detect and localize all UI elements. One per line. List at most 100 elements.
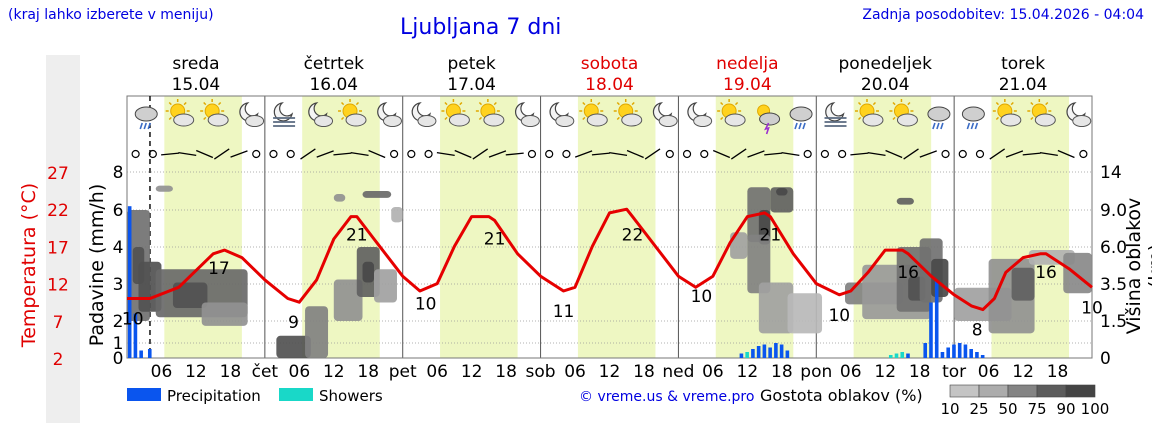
day-date: 19.04 [723,75,772,95]
wind-calm-icon [527,149,537,159]
hour-tick: 18 [909,362,931,382]
cloud-cell [201,302,248,326]
wind-barb-icon [626,149,644,159]
hour-tick: 06 [289,362,311,382]
precipitation-bar [957,343,962,358]
cloud-density-tick: 100 [1081,400,1110,418]
wind-barb-icon [213,148,230,160]
left-axis-panel [46,55,80,423]
precipitation-bar [906,353,910,358]
sun-cloud-icon [441,99,470,127]
cloud-height-tick: 9.0 [1100,201,1127,221]
hour-tick: 18 [357,362,379,382]
wind-calm-icon [148,149,157,159]
day-name: petek [448,54,496,74]
precipitation-bar [779,344,784,358]
precipitation-tick: 8 [113,163,124,183]
precipitation-tick: 0 [113,349,124,369]
precipitation-bar [980,355,985,358]
moon-cloud-icon [687,102,713,127]
cloud-cell [362,191,392,198]
hour-tick: 18 [633,362,655,382]
wind-barb-icon [1057,149,1075,159]
wind-barb-icon [747,150,765,158]
wind-barb-icon [764,152,783,156]
sun-cloud-icon [579,99,608,127]
cloud-density-tick: 25 [969,400,988,418]
precipitation-bar [946,347,950,358]
sun-cloud-icon [200,99,229,127]
moon-cloud-icon [515,102,540,127]
precipitation-tick: 1 [113,334,124,354]
cloud-cell [333,279,363,321]
sun-cloud-icon [1027,99,1056,127]
wind-barb-icon [196,149,214,159]
legend-label: Precipitation [167,387,261,405]
temperature-label: 22 [622,226,644,246]
wind-barb-icon [903,148,919,160]
wind-barb-icon [436,152,455,156]
wind-calm-icon [975,149,985,159]
cloud-density-swatch [1065,384,1096,398]
day-date: 18.04 [585,75,634,95]
day-abbr-tick: sob [526,362,556,382]
temperature-label: 17 [208,259,230,279]
wind-barb-icon [885,149,903,159]
temperature-label: 10 [415,295,437,315]
wind-calm-icon [820,149,830,159]
wind-barb-icon [350,152,369,156]
temperature-tick: 12 [47,276,69,296]
day-abbr-tick: čet [252,362,279,382]
cloud-cell [1011,267,1035,301]
precipitation-bar [900,352,905,358]
sun-cloud-icon [613,99,643,127]
fog-icon [273,102,296,127]
legend-swatch [279,388,313,401]
wind-barb-icon [454,149,472,159]
cloud-cell [1063,252,1092,294]
precipitation-bar [934,280,939,358]
sun-cloud-icon [165,99,195,127]
precipitation-bar [745,352,749,358]
moon-cloud-icon [239,102,265,127]
hour-tick: 12 [323,362,345,382]
thunderstorm-icon [757,104,781,135]
temperature-label: 10 [122,309,144,329]
hour-tick: 12 [737,362,759,382]
wind-barb-icon [472,148,489,160]
precipitation-bar [969,349,973,358]
precipitation-bar [923,343,928,358]
rain-cloud-icon [927,106,951,130]
precipitation-bar [952,344,956,358]
hour-tick: 18 [495,362,517,382]
temperature-label: 10 [828,306,850,326]
sun-cloud-icon [992,99,1022,127]
precipitation-tick: 3 [113,275,124,295]
cloud-cell [373,269,397,303]
cloud-cell [758,282,794,334]
precipitation-bar [894,353,899,358]
cloud-density-swatch [1007,384,1038,398]
wind-barb-icon [300,148,316,160]
precipitation-bar [127,206,132,358]
wind-calm-icon [545,149,554,159]
temperature-label: 21 [760,226,782,246]
cloud-density-tick: 75 [1027,400,1046,418]
wind-barb-icon [488,150,507,158]
legend-label: Showers [319,387,383,405]
cloud-density-tick: 90 [1056,400,1075,418]
cloud-density-tick: 50 [998,400,1017,418]
cloud-cell [787,293,823,334]
cloud-cell [776,187,788,196]
precipitation-tick: 6 [113,201,124,221]
moon-cloud-icon [1066,102,1092,127]
moon-cloud-icon [377,102,402,127]
cloud-density-legend-title: Gostota oblakov (%) [760,386,923,405]
wind-barb-icon [316,150,334,158]
wind-barb-icon [1039,152,1058,156]
temperature-label: 21 [484,229,506,249]
hour-tick: 18 [771,362,793,382]
moon-cloud-icon [549,102,575,127]
precipitation-bar [888,355,893,358]
